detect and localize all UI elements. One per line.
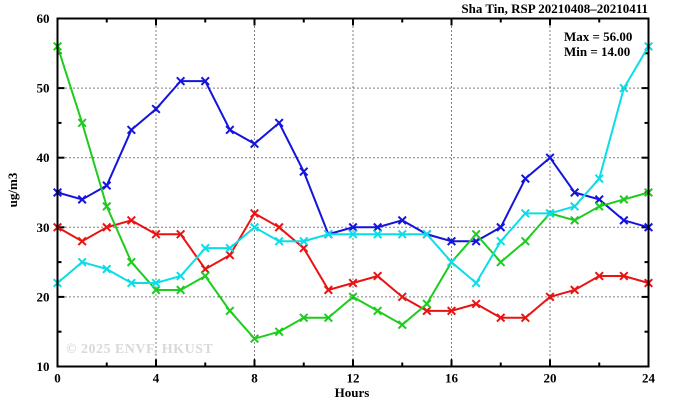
y-tick-label: 20	[37, 289, 50, 304]
x-axis-label: Hours	[334, 385, 370, 400]
x-tick-label: 12	[347, 371, 360, 386]
tick-labels: 10 20 30 40 50 60 0 4 8 12 16 20 24	[37, 11, 656, 386]
y-axis-label: ug/m3	[5, 172, 20, 208]
x-tick-label: 16	[445, 371, 459, 386]
chart-title: Sha Tin, RSP 20210408–20210411	[461, 1, 648, 16]
max-min-legend: Max = 56.00 Min = 14.00	[564, 30, 632, 60]
y-tick-label: 10	[37, 359, 50, 374]
y-tick-label: 60	[37, 11, 50, 26]
y-tick-label: 30	[37, 220, 50, 235]
x-tick-label: 4	[153, 371, 160, 386]
y-tick-label: 40	[37, 150, 50, 165]
series-markers-green	[52, 41, 654, 344]
x-tick-label: 24	[642, 371, 656, 386]
legend-min: Min = 14.00	[564, 44, 631, 59]
x-tick-label: 8	[251, 371, 258, 386]
x-tick-label: 0	[54, 371, 61, 386]
series-markers-cyan	[52, 41, 654, 288]
y-tick-label: 50	[37, 81, 50, 96]
series-markers-blue	[52, 76, 654, 246]
x-tick-label: 20	[544, 371, 557, 386]
watermark: © 2025 ENVF, HKUST	[66, 342, 214, 357]
plot-border	[56, 17, 650, 368]
series-line-blue	[57, 80, 649, 243]
gridlines	[57, 18, 649, 367]
series-line-red	[57, 212, 649, 319]
legend-max: Max = 56.00	[564, 29, 633, 44]
